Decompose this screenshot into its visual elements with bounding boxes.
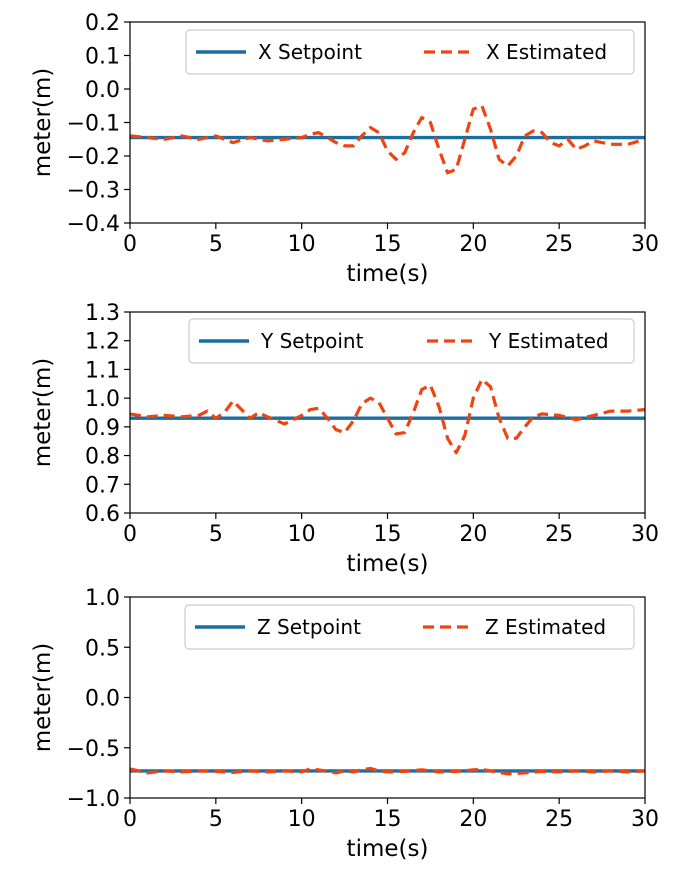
x-tick-label: 25	[545, 232, 573, 257]
x-tick-label: 0	[123, 807, 137, 832]
y-tick-label: 0.7	[85, 473, 120, 498]
subplot-3: 0 5 10 15 20 25 30 1.0 0.5 0.0 −0.5 −1.0 time(s) mete…	[30, 586, 659, 862]
y-tick-label: 0.5	[85, 636, 120, 661]
y-tick-label: 1.0	[85, 586, 120, 611]
y-axis-label: meter(m)	[30, 68, 56, 178]
y-axis-label: meter(m)	[30, 358, 56, 468]
y-tick-label: −0.1	[67, 112, 120, 137]
y-tick-label: 1.0	[85, 387, 120, 412]
legend: Y Setpoint Y Estimated	[188, 318, 635, 364]
x-tick-label: 5	[209, 522, 223, 547]
legend-label-estimated: Y Estimated	[488, 329, 609, 353]
subplot-1: 0 5 10 15 20 25 30 0.2 0.1 0.0 −0.1 −0.2 −0.3 −0.4 tim…	[30, 11, 659, 287]
x-axis-label: time(s)	[347, 261, 429, 287]
legend: X Setpoint X Estimated	[185, 29, 635, 75]
series-line-estimated	[130, 377, 645, 455]
y-tick-label: 0.0	[85, 78, 120, 103]
legend: Z Setpoint Z Estimated	[184, 604, 635, 650]
x-tick-label: 20	[459, 232, 487, 257]
legend-label-setpoint: Z Setpoint	[257, 615, 361, 639]
y-tick-label: −0.5	[67, 737, 120, 762]
y-tick-label: −0.3	[67, 179, 120, 204]
y-tick-label: 1.3	[85, 301, 120, 326]
legend-label-estimated: Z Estimated	[485, 615, 606, 639]
y-tick-label: −0.2	[67, 145, 120, 170]
x-tick-label: 0	[123, 232, 137, 257]
y-tick-label: 1.2	[85, 330, 120, 355]
legend-box	[188, 318, 635, 364]
y-tick-label: −0.4	[67, 212, 120, 237]
y-tick-label: 0.8	[85, 445, 120, 470]
x-tick-label: 20	[459, 522, 487, 547]
x-tick-label: 25	[545, 807, 573, 832]
x-tick-label: 30	[631, 522, 659, 547]
x-tick-label: 15	[374, 522, 402, 547]
series-line-estimated	[130, 104, 645, 175]
x-tick-label: 5	[209, 807, 223, 832]
y-tick-label: 0.2	[85, 11, 120, 36]
x-tick-label: 30	[631, 232, 659, 257]
x-tick-label: 25	[545, 522, 573, 547]
x-tick-label: 15	[374, 807, 402, 832]
y-tick-label: 0.1	[85, 45, 120, 70]
y-axis-label: meter(m)	[30, 643, 56, 753]
y-tick-label: 1.1	[85, 358, 120, 383]
y-tick-label: 0.6	[85, 502, 120, 527]
legend-label-estimated: X Estimated	[486, 40, 607, 64]
subplot-2: 0 5 10 15 20 25 30 1.3 1.2 1.1 1.0 0.9 0.8 0.7 0.6 time…	[30, 301, 659, 577]
series-line-estimated	[130, 766, 645, 776]
x-tick-label: 5	[209, 232, 223, 257]
x-axis-label: time(s)	[347, 551, 429, 577]
x-tick-label: 15	[374, 232, 402, 257]
x-tick-label: 10	[288, 522, 316, 547]
x-axis-label: time(s)	[347, 836, 429, 862]
x-tick-label: 10	[288, 807, 316, 832]
legend-box	[184, 604, 635, 650]
legend-label-setpoint: Y Setpoint	[260, 329, 364, 353]
x-tick-label: 0	[123, 522, 137, 547]
y-tick-label: 0.0	[85, 687, 120, 712]
y-tick-label: 0.9	[85, 416, 120, 441]
x-tick-label: 30	[631, 807, 659, 832]
legend-box	[185, 29, 635, 75]
x-tick-label: 10	[288, 232, 316, 257]
x-tick-label: 20	[459, 807, 487, 832]
y-tick-label: −1.0	[67, 787, 120, 812]
legend-label-setpoint: X Setpoint	[258, 40, 362, 64]
